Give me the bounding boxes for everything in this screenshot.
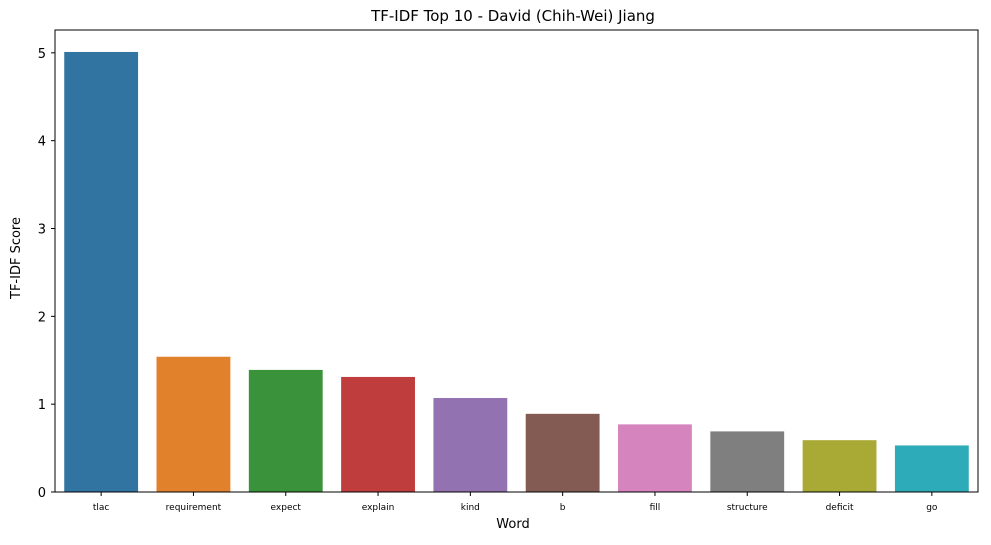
bar-b [525,413,600,492]
x-tick-label: fill [650,503,661,513]
bar-requirement [156,356,231,492]
x-tick-label: explain [362,503,395,513]
x-tick-label: requirement [166,503,222,513]
y-tick-label: 5 [38,47,46,62]
x-tick-label: tlac [93,503,110,513]
x-tick-label: kind [461,503,480,513]
bar-structure [710,431,785,492]
bar-deficit [802,440,877,492]
bar-fill [618,424,692,492]
bar-tlac [64,51,139,492]
y-tick-label: 1 [38,398,46,413]
chart-title: TF-IDF Top 10 - David (Chih-Wei) Jiang [370,7,655,25]
x-tick-label: go [926,503,938,513]
bars-group [64,51,969,492]
x-tick-label: b [560,503,566,513]
y-axis-ticks: 0 1 2 3 4 5 [38,47,55,501]
y-tick-label: 2 [38,310,46,325]
y-tick-label: 3 [38,223,46,238]
bar-kind [433,398,508,492]
plot-frame [54,29,979,493]
x-tick-label: expect [271,503,302,513]
bar-explain [341,376,415,492]
x-tick-label: structure [727,503,768,513]
y-tick-label: 0 [38,486,46,501]
x-tick-label: deficit [826,503,854,513]
x-axis-ticks: tlac requirement expect explain kind b fill str… [93,492,938,513]
x-axis-label: Word [496,517,529,532]
bar-go [894,445,969,492]
bar-expect [248,369,323,492]
y-axis-label: TF-IDF Score [9,217,24,300]
y-tick-label: 4 [38,135,46,150]
